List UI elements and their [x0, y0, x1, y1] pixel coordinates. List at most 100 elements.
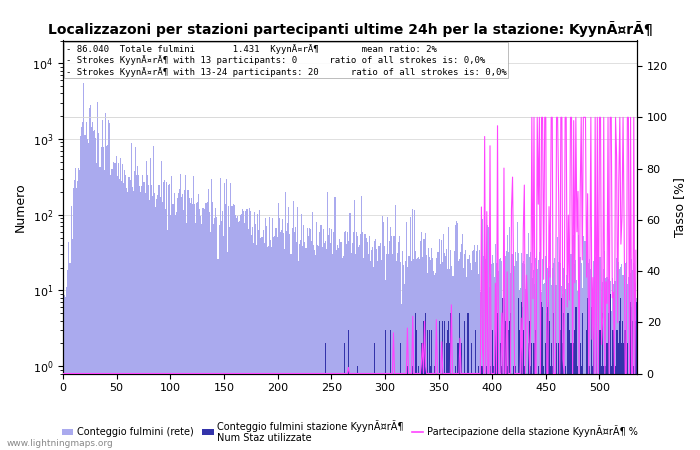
- Text: - 86.040  Totale fulmini       1.431  KyynÃ¤rÃ¶        mean ratio: 2%
- Strokes : - 86.040 Totale fulmini 1.431 KyynÃ¤rÃ¶ …: [66, 44, 507, 76]
- Bar: [449, 269, 450, 450]
- Bar: [328, 235, 329, 450]
- Bar: [318, 246, 319, 450]
- Bar: [593, 320, 594, 450]
- Bar: [446, 249, 447, 450]
- Bar: [488, 227, 489, 450]
- Bar: [517, 222, 518, 450]
- Bar: [569, 262, 570, 450]
- Bar: [489, 288, 490, 450]
- Bar: [260, 238, 262, 450]
- Bar: [88, 144, 89, 450]
- Bar: [418, 257, 419, 450]
- Bar: [425, 233, 426, 450]
- Bar: [286, 231, 287, 450]
- Bar: [274, 235, 275, 450]
- Bar: [438, 320, 440, 450]
- Bar: [629, 302, 631, 450]
- Bar: [545, 256, 546, 450]
- Bar: [430, 260, 431, 450]
- Bar: [400, 262, 401, 450]
- Bar: [540, 292, 542, 450]
- Bar: [473, 250, 474, 450]
- Bar: [512, 366, 514, 450]
- Bar: [565, 366, 566, 450]
- Bar: [631, 270, 633, 450]
- Bar: [387, 217, 388, 450]
- Bar: [230, 183, 232, 450]
- Bar: [480, 292, 482, 450]
- Bar: [390, 330, 391, 450]
- Bar: [535, 258, 536, 450]
- Bar: [110, 175, 111, 450]
- Bar: [542, 259, 543, 450]
- Bar: [621, 343, 622, 450]
- Bar: [565, 289, 566, 450]
- Text: www.lightningmaps.org: www.lightningmaps.org: [7, 439, 113, 448]
- Bar: [581, 366, 582, 450]
- Bar: [589, 366, 590, 450]
- Bar: [536, 256, 537, 450]
- Bar: [270, 240, 271, 450]
- Bar: [580, 257, 581, 450]
- Bar: [262, 230, 264, 450]
- Bar: [374, 343, 375, 450]
- Bar: [492, 330, 493, 450]
- Bar: [202, 208, 204, 450]
- Bar: [87, 139, 88, 450]
- Bar: [314, 250, 315, 450]
- Bar: [595, 257, 596, 450]
- Bar: [447, 330, 448, 450]
- Bar: [573, 343, 574, 450]
- Bar: [186, 223, 188, 450]
- Bar: [494, 277, 496, 450]
- Legend: Conteggio fulmini (rete), Conteggio fulmini stazione KyynÃ¤rÃ¶
Num Staz utilizza: Conteggio fulmini (rete), Conteggio fulm…: [60, 418, 640, 445]
- Bar: [372, 247, 373, 450]
- Bar: [582, 288, 583, 450]
- Bar: [533, 270, 534, 450]
- Bar: [538, 260, 540, 450]
- Bar: [377, 261, 379, 450]
- Bar: [419, 259, 420, 450]
- Bar: [593, 261, 594, 450]
- Bar: [591, 307, 592, 450]
- Bar: [545, 343, 546, 450]
- Bar: [592, 366, 593, 450]
- Bar: [416, 330, 417, 450]
- Bar: [476, 251, 477, 450]
- Bar: [237, 216, 238, 450]
- Bar: [478, 274, 480, 450]
- Y-axis label: Numero: Numero: [14, 182, 27, 232]
- Bar: [102, 120, 103, 450]
- Bar: [635, 283, 636, 450]
- Bar: [250, 211, 251, 450]
- Bar: [424, 239, 425, 450]
- Bar: [268, 246, 269, 450]
- Bar: [447, 269, 448, 450]
- Bar: [165, 209, 166, 450]
- Bar: [627, 284, 629, 450]
- Bar: [518, 253, 519, 450]
- Bar: [399, 236, 400, 450]
- Bar: [64, 295, 65, 450]
- Bar: [431, 330, 432, 450]
- Bar: [547, 307, 548, 450]
- Bar: [535, 330, 536, 450]
- Bar: [120, 158, 121, 450]
- Bar: [344, 233, 345, 450]
- Bar: [363, 258, 365, 450]
- Bar: [596, 257, 597, 450]
- Bar: [357, 236, 358, 450]
- Bar: [524, 366, 526, 450]
- Bar: [188, 198, 190, 450]
- Bar: [579, 257, 580, 450]
- Bar: [620, 298, 621, 450]
- Bar: [575, 307, 576, 450]
- Bar: [490, 366, 491, 450]
- Bar: [335, 250, 337, 450]
- Bar: [622, 275, 623, 450]
- Bar: [198, 194, 200, 450]
- Bar: [606, 277, 607, 450]
- Bar: [534, 284, 535, 450]
- Bar: [427, 330, 428, 450]
- Bar: [615, 258, 617, 450]
